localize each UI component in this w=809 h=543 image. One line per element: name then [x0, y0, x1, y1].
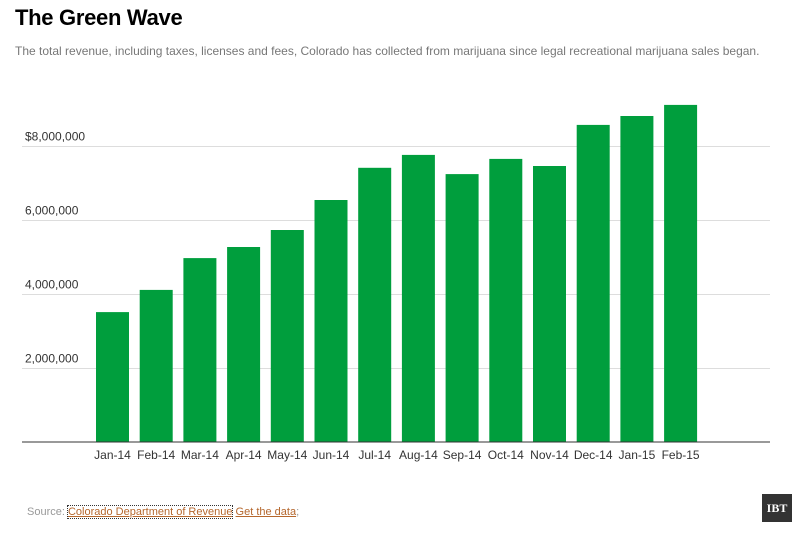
x-tick-label: Dec-14: [574, 448, 613, 462]
y-tick-label: 4,000,000: [25, 278, 79, 292]
source-label: Source:: [27, 506, 65, 518]
chart-subtitle: The total revenue, including taxes, lice…: [15, 44, 760, 58]
bar[interactable]: [664, 104, 698, 443]
bar[interactable]: [227, 247, 261, 442]
bar[interactable]: [576, 124, 610, 443]
x-tick-label: Jan-15: [619, 448, 656, 462]
bar[interactable]: [270, 230, 304, 442]
y-tick-label: 6,000,000: [25, 204, 79, 218]
x-tick-label: Aug-14: [399, 448, 438, 462]
source-trailing: ;: [296, 506, 300, 518]
bar[interactable]: [358, 167, 392, 443]
bar[interactable]: [533, 166, 566, 442]
y-tick-label: $8,000,000: [25, 130, 85, 144]
ibt-logo: IBT: [762, 494, 792, 522]
bar[interactable]: [183, 258, 217, 442]
bar[interactable]: [139, 289, 173, 442]
x-tick-label: Nov-14: [530, 448, 569, 462]
x-tick-label: Sep-14: [443, 448, 482, 462]
source-line: Source: Colorado Department of Revenue G…: [27, 505, 300, 519]
bar[interactable]: [445, 174, 479, 442]
x-tick-label: Feb-14: [137, 448, 175, 462]
bar[interactable]: [314, 200, 348, 442]
get-the-data-link[interactable]: Get the data: [235, 506, 297, 518]
x-tick-label: May-14: [267, 448, 307, 462]
bar[interactable]: [620, 116, 654, 442]
x-tick-label: Oct-14: [488, 448, 524, 462]
x-tick-label: Mar-14: [181, 448, 219, 462]
bar[interactable]: [489, 158, 523, 442]
y-tick-label: 2,000,000: [25, 352, 79, 366]
x-tick-label: Jun-14: [313, 448, 350, 462]
bar[interactable]: [401, 154, 435, 442]
bar[interactable]: [96, 312, 129, 442]
source-link[interactable]: Colorado Department of Revenue: [66, 505, 234, 519]
chart-title: The Green Wave: [15, 5, 183, 30]
x-tick-label: Jan-14: [94, 448, 131, 462]
x-tick-label: Feb-15: [662, 448, 700, 462]
x-tick-label: Apr-14: [226, 448, 262, 462]
x-tick-label: Jul-14: [358, 448, 391, 462]
